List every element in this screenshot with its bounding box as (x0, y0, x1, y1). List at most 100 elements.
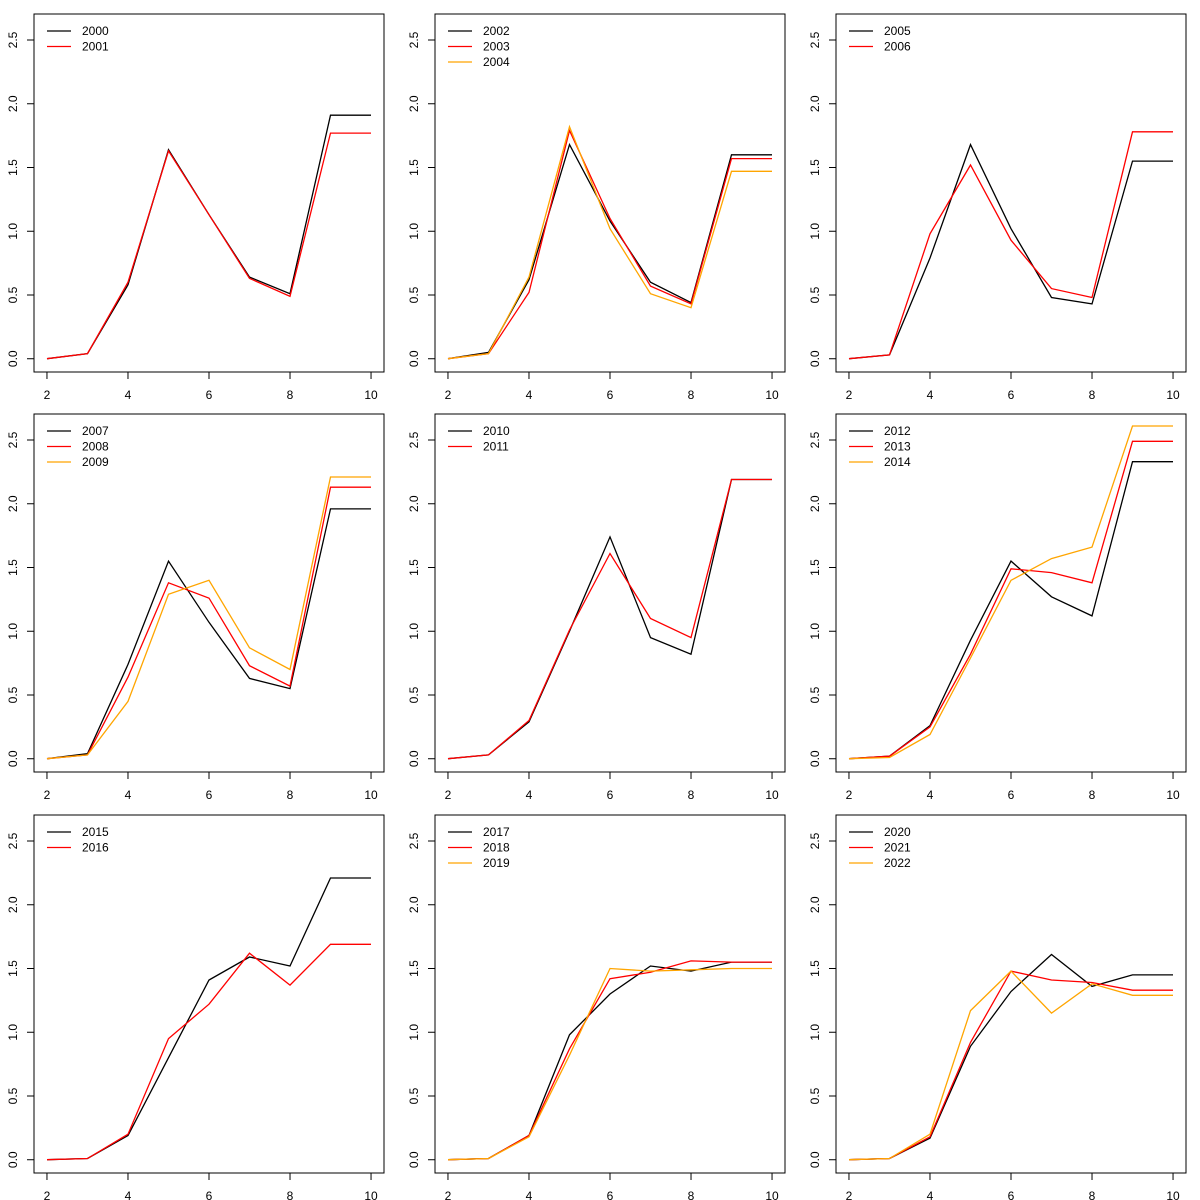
x-tick-label: 8 (688, 788, 695, 802)
y-tick-label: 1.0 (407, 223, 421, 240)
x-tick-label: 4 (125, 388, 132, 402)
y-tick-label: 2.5 (407, 832, 421, 849)
x-tick-label: 6 (1008, 788, 1015, 802)
y-tick-label: 1.0 (808, 223, 822, 240)
series-line-2022 (848, 970, 1173, 1161)
y-tick-label: 1.5 (808, 159, 822, 176)
y-tick-label: 0.0 (407, 1151, 421, 1168)
y-tick-label: 0.0 (808, 1151, 822, 1168)
series-line-2016 (46, 943, 371, 1161)
legend-label: 2020 (884, 825, 911, 839)
x-tick-label: 10 (1166, 1189, 1180, 1200)
x-tick-label: 10 (1166, 388, 1180, 402)
y-tick-label: 2.5 (6, 431, 20, 448)
x-tick-label: 8 (1089, 388, 1096, 402)
x-tick-label: 8 (287, 388, 294, 402)
x-tick-label: 6 (1008, 388, 1015, 402)
x-tick-label: 6 (1008, 1189, 1015, 1200)
series-line-2014 (848, 425, 1173, 760)
x-tick-label: 2 (846, 788, 853, 802)
x-tick-label: 10 (1166, 788, 1180, 802)
y-tick-label: 2.0 (808, 495, 822, 512)
series-line-2006 (848, 131, 1173, 360)
y-tick-label: 1.5 (407, 559, 421, 576)
y-tick-label: 1.5 (6, 559, 20, 576)
legend-label: 2005 (884, 24, 911, 38)
y-tick-label: 2.0 (407, 495, 421, 512)
series-line-2005 (848, 142, 1173, 360)
legend-label: 2019 (483, 856, 510, 870)
y-tick-label: 0.0 (407, 750, 421, 767)
y-tick-label: 2.5 (6, 832, 20, 849)
legend-label: 2021 (884, 841, 911, 855)
plot-frame (33, 13, 385, 373)
legend-label: 2000 (82, 24, 109, 38)
x-tick-label: 4 (125, 788, 132, 802)
y-tick-label: 1.5 (407, 960, 421, 977)
y-tick-label: 2.0 (6, 495, 20, 512)
y-tick-label: 0.0 (6, 350, 20, 367)
chart-panel-1: 2 4 6 8 10 0.0 0.5 1.0 1.5 2.0 2.5 2000 2001 (6, 13, 385, 402)
x-tick-label: 4 (125, 1189, 132, 1200)
x-tick-label: 2 (445, 388, 452, 402)
x-tick-label: 2 (44, 1189, 51, 1200)
legend-label: 2008 (82, 440, 109, 454)
chart-panel-3: 2 4 6 8 10 0.0 0.5 1.0 1.5 2.0 2.5 2005 2006 (808, 13, 1187, 402)
y-tick-label: 1.5 (6, 159, 20, 176)
series-line-2000 (46, 114, 371, 360)
y-tick-label: 1.0 (808, 623, 822, 640)
x-tick-label: 6 (206, 1189, 213, 1200)
legend-label: 2015 (82, 825, 109, 839)
x-tick-label: 4 (927, 788, 934, 802)
y-tick-label: 0.0 (6, 750, 20, 767)
y-tick-label: 0.5 (808, 286, 822, 303)
x-tick-label: 10 (765, 788, 779, 802)
legend-label: 2007 (82, 424, 109, 438)
x-tick-label: 8 (1089, 1189, 1096, 1200)
series-line-2004 (447, 124, 772, 360)
x-tick-label: 10 (364, 788, 378, 802)
series-line-2018 (447, 960, 772, 1161)
legend: 2005 2006 (849, 24, 911, 54)
y-tick-label: 0.5 (808, 1087, 822, 1104)
series-line-2008 (46, 486, 371, 760)
legend-label: 2012 (884, 424, 911, 438)
plot-frame (835, 13, 1187, 373)
y-tick-label: 2.5 (808, 31, 822, 48)
series-line-2003 (447, 128, 772, 360)
legend-label: 2011 (483, 440, 509, 454)
y-tick-label: 0.0 (407, 350, 421, 367)
y-tick-label: 2.0 (808, 896, 822, 913)
x-tick-label: 4 (526, 388, 533, 402)
series-line-2021 (848, 970, 1173, 1161)
x-tick-label: 8 (688, 388, 695, 402)
y-tick-label: 0.5 (808, 686, 822, 703)
legend-label: 2001 (82, 40, 109, 54)
y-tick-label: 2.0 (6, 896, 20, 913)
series-line-2020 (848, 953, 1173, 1161)
x-tick-label: 2 (445, 788, 452, 802)
legend-label: 2009 (82, 455, 109, 469)
legend-label: 2022 (884, 856, 911, 870)
y-tick-label: 0.0 (808, 750, 822, 767)
legend-label: 2017 (483, 825, 510, 839)
y-tick-label: 0.0 (808, 350, 822, 367)
y-tick-label: 0.5 (6, 686, 20, 703)
y-tick-label: 2.5 (808, 832, 822, 849)
legend-label: 2002 (483, 24, 510, 38)
y-tick-label: 1.0 (6, 1024, 20, 1041)
series-line-2015 (46, 877, 371, 1161)
legend-label: 2013 (884, 440, 911, 454)
y-tick-label: 0.0 (6, 1151, 20, 1168)
x-tick-label: 2 (846, 1189, 853, 1200)
x-tick-label: 2 (44, 388, 51, 402)
y-tick-label: 0.5 (407, 1087, 421, 1104)
x-tick-label: 4 (526, 788, 533, 802)
legend-label: 2018 (483, 841, 510, 855)
